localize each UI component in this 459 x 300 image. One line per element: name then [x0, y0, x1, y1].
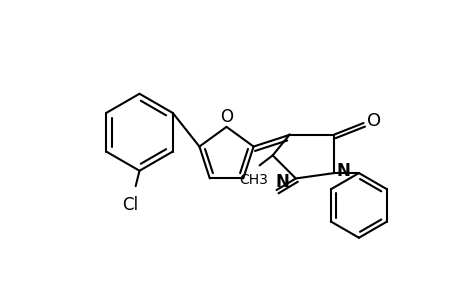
Text: Cl: Cl — [122, 196, 138, 214]
Text: N: N — [275, 173, 289, 191]
Text: O: O — [219, 108, 233, 126]
Text: O: O — [366, 112, 380, 130]
Text: CH3: CH3 — [239, 173, 267, 187]
Text: N: N — [336, 162, 350, 180]
